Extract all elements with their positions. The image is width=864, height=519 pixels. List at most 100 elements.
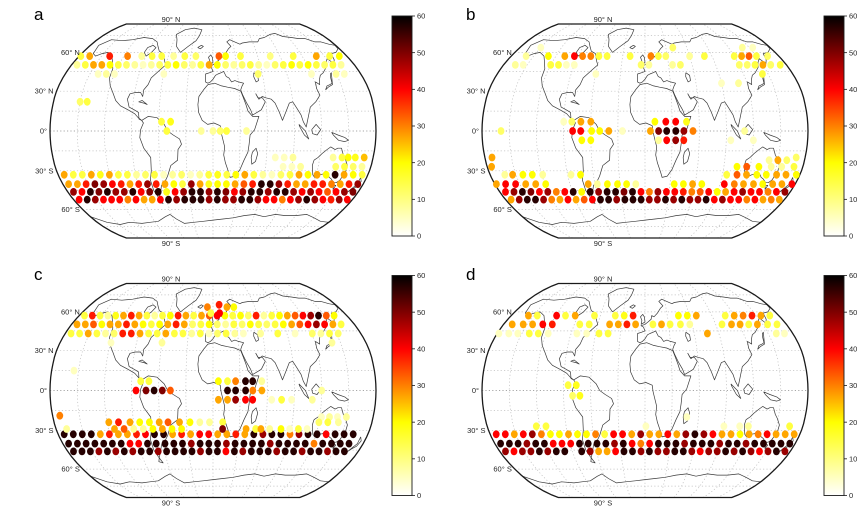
data-dot — [231, 180, 239, 189]
data-dot — [124, 52, 131, 60]
data-dot — [727, 195, 734, 204]
data-dot — [275, 180, 283, 189]
data-dots — [488, 43, 800, 204]
data-dot — [231, 188, 238, 196]
meridian-line — [563, 283, 602, 498]
data-dot — [229, 311, 237, 320]
data-dot — [214, 447, 221, 456]
data-dot — [654, 447, 662, 456]
data-dot — [736, 320, 744, 329]
data-dot — [587, 117, 595, 126]
data-dot — [205, 320, 213, 329]
data-dot — [663, 127, 671, 135]
data-dot — [497, 127, 505, 135]
data-dot — [745, 422, 752, 431]
data-dot — [525, 311, 532, 320]
data-dot — [713, 447, 721, 456]
data-dot — [238, 195, 246, 204]
data-dot — [291, 329, 299, 338]
data-dot — [523, 195, 531, 204]
data-dot — [129, 188, 137, 196]
data-dot — [577, 117, 585, 126]
data-dot — [88, 311, 96, 320]
lat-labels: 90° N 60° N 30° N 0° 30° S 60° S 90° S — [35, 275, 181, 508]
data-dot — [588, 127, 595, 135]
data-dot — [778, 180, 786, 189]
data-dot — [310, 439, 318, 448]
data-dot — [127, 311, 135, 320]
data-dot — [646, 430, 654, 439]
data-dot — [730, 180, 738, 189]
meridian-line — [270, 23, 323, 239]
coastline — [205, 292, 339, 387]
data-dot — [286, 170, 294, 179]
coastline — [522, 473, 761, 485]
data-dot — [759, 70, 766, 78]
data-dot — [587, 52, 595, 60]
data-dot — [541, 439, 548, 448]
data-dot — [591, 311, 598, 320]
data-dot — [288, 395, 295, 404]
data-dot — [223, 127, 231, 135]
data-dot — [501, 170, 509, 179]
meridian-line — [227, 283, 241, 498]
data-dot — [773, 320, 781, 329]
data-dot — [626, 52, 634, 60]
data-dot — [279, 162, 287, 171]
data-dot — [293, 439, 300, 448]
data-dot — [119, 329, 127, 338]
data-dot — [655, 136, 662, 145]
coastline — [524, 296, 599, 381]
data-dot — [289, 52, 297, 60]
data-dot — [532, 422, 540, 431]
data-dot — [96, 311, 104, 320]
data-dot — [286, 425, 294, 433]
data-dot — [268, 311, 276, 320]
data-dot — [205, 439, 213, 448]
data-dot — [560, 117, 568, 126]
data-dot — [230, 61, 238, 69]
data-dot — [619, 439, 627, 448]
data-dot — [102, 329, 109, 338]
data-dot — [78, 447, 86, 456]
meridian-line — [590, 23, 617, 239]
lat-label: 0° — [40, 386, 47, 395]
data-dot — [750, 136, 757, 145]
data-dot — [116, 195, 124, 204]
data-dot — [160, 70, 168, 78]
data-dot — [686, 320, 694, 329]
coastline — [730, 383, 742, 399]
data-dot — [171, 447, 179, 456]
meridian-line — [256, 283, 295, 498]
data-dot — [663, 439, 671, 448]
data-dot — [106, 430, 113, 439]
lat-label: 30° S — [35, 426, 53, 435]
data-dot — [322, 311, 330, 320]
data-dot — [666, 320, 674, 329]
coastline — [570, 359, 580, 365]
data-dot — [139, 61, 147, 69]
data-dot — [777, 439, 785, 448]
data-dot — [231, 439, 239, 448]
data-dot — [549, 439, 557, 448]
data-dot — [182, 311, 190, 320]
colorbar-tick-label: 50 — [849, 308, 857, 317]
data-dot — [542, 180, 550, 189]
data-dot — [781, 447, 789, 456]
data-dot — [91, 180, 99, 189]
data-dot — [324, 447, 331, 456]
data-dot — [637, 61, 645, 69]
data-dot — [349, 162, 357, 171]
coastline — [522, 214, 761, 225]
coastline — [250, 147, 259, 165]
data-dot — [572, 381, 580, 390]
data-dot — [106, 61, 114, 69]
data-dot — [250, 170, 258, 179]
coastline — [298, 124, 310, 140]
data-dot — [720, 180, 728, 189]
data-dot — [124, 170, 131, 179]
data-dot — [519, 170, 527, 179]
data-dot — [109, 180, 116, 189]
data-dot — [173, 195, 181, 204]
data-dot — [257, 329, 264, 338]
